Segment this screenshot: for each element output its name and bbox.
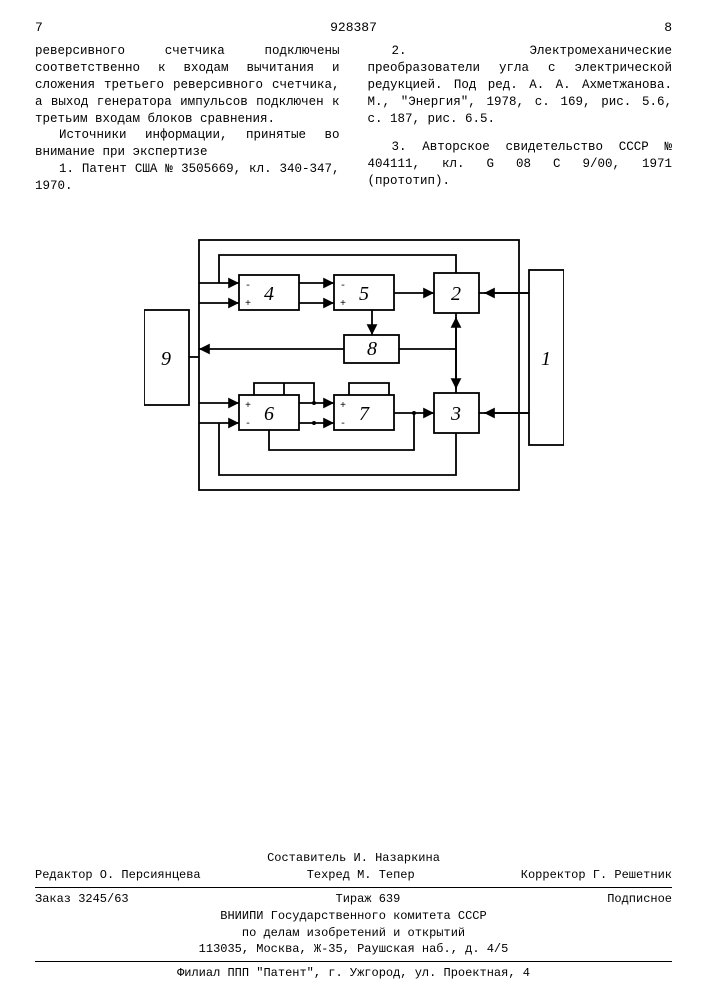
page-num-right: 8 (664, 20, 672, 35)
doc-number: 928387 (43, 20, 664, 35)
footer-tirazh: Тираж 639 (336, 891, 401, 908)
block-diagram: 9 1 4 - + 5 - + 2 8 6 + - (144, 235, 564, 495)
footer-editor: Редактор О. Персиянцева (35, 867, 201, 884)
svg-text:-: - (340, 419, 346, 430)
svg-text:+: + (340, 299, 346, 310)
right-p2: 3. Авторское свидетельство СССР № 404111… (368, 139, 673, 190)
text-columns: реверсивного счетчика подключены соответ… (35, 43, 672, 195)
block-5-label: 5 (359, 283, 369, 305)
right-column: 2. Электромеханические преобразователи у… (368, 43, 673, 195)
right-p1: 2. Электромеханические преобразователи у… (368, 43, 673, 127)
footer-org3: Филиал ППП "Патент", г. Ужгород, ул. Про… (35, 965, 672, 982)
block-3-label: 3 (450, 403, 461, 425)
block-7-label: 7 (359, 403, 370, 425)
svg-text:+: + (245, 299, 251, 310)
left-p3: 1. Патент США № 3505669, кл. 340-347, 19… (35, 161, 340, 195)
footer-org1: ВНИИПИ Государственного комитета СССР (35, 908, 672, 925)
block-8-label: 8 (367, 338, 377, 360)
block-4-label: 4 (264, 283, 274, 305)
block-9-label: 9 (161, 348, 171, 370)
left-column: реверсивного счетчика подключены соответ… (35, 43, 340, 195)
svg-text:-: - (245, 419, 251, 430)
left-p1: реверсивного счетчика подключены соответ… (35, 43, 340, 127)
svg-text:-: - (245, 281, 251, 292)
footer: Составитель И. Назаркина Редактор О. Пер… (35, 850, 672, 982)
footer-podpisnoe: Подписное (607, 891, 672, 908)
block-6-label: 6 (264, 403, 274, 425)
svg-text:-: - (340, 281, 346, 292)
footer-order: Заказ 3245/63 (35, 891, 129, 908)
footer-corrector: Корректор Г. Решетник (521, 867, 672, 884)
page-num-left: 7 (35, 20, 43, 35)
footer-addr1: 113035, Москва, Ж-35, Раушская наб., д. … (35, 941, 672, 958)
footer-org2: по делам изобретений и открытий (35, 925, 672, 942)
svg-text:+: + (340, 401, 346, 412)
header: 7 928387 8 (35, 20, 672, 35)
footer-techred: Техред М. Тепер (307, 867, 415, 884)
footer-compiler: Составитель И. Назаркина (35, 850, 672, 867)
block-1-label: 1 (541, 348, 551, 370)
left-p2: Источники информации, принятые во вниман… (35, 127, 340, 161)
svg-text:+: + (245, 401, 251, 412)
block-2-label: 2 (451, 283, 461, 305)
